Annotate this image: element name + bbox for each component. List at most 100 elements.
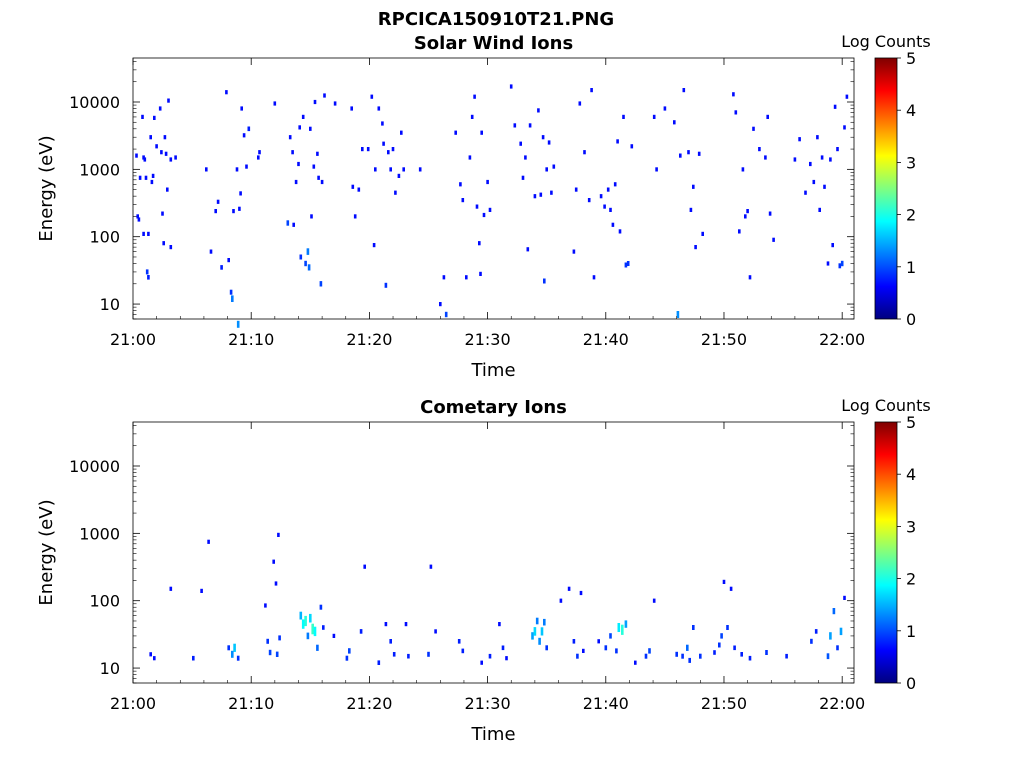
- data-cell: [205, 167, 208, 172]
- data-cell: [389, 639, 392, 644]
- data-cell: [394, 190, 397, 195]
- data-cell: [733, 645, 736, 651]
- x-tick-label: 21:20: [346, 330, 392, 349]
- x-tick-label: 21:10: [228, 330, 274, 349]
- data-cell: [540, 627, 544, 636]
- data-cell: [838, 263, 842, 269]
- data-cell: [229, 289, 233, 295]
- data-cell: [675, 651, 678, 657]
- data-cell: [740, 652, 743, 657]
- data-cell: [361, 147, 364, 152]
- data-cell: [301, 619, 305, 629]
- data-cell: [136, 214, 139, 219]
- data-cell: [381, 121, 384, 126]
- data-cell: [366, 147, 370, 152]
- data-cell: [268, 649, 272, 656]
- x-axis-label: Time: [470, 724, 515, 745]
- data-cell: [648, 648, 651, 654]
- data-cell: [682, 88, 686, 93]
- data-cell: [694, 245, 697, 250]
- data-cell: [454, 130, 457, 135]
- spectrogram-cells: [149, 532, 846, 665]
- data-cell: [843, 595, 846, 600]
- data-cell: [687, 150, 690, 155]
- data-cell: [676, 311, 680, 318]
- data-cell: [479, 271, 482, 276]
- data-cell: [480, 130, 483, 135]
- data-cell: [574, 187, 578, 192]
- data-cell: [294, 179, 298, 185]
- data-cell: [729, 586, 733, 591]
- data-cell: [214, 209, 217, 214]
- data-cell: [312, 164, 316, 169]
- data-cell: [264, 603, 267, 608]
- data-cell: [697, 151, 701, 156]
- data-cell: [397, 173, 401, 178]
- data-cell: [277, 532, 280, 537]
- colorbar-tick-label: 1: [906, 622, 916, 641]
- data-cell: [752, 126, 755, 131]
- data-cell: [820, 155, 824, 160]
- data-cell: [509, 84, 513, 89]
- data-cell: [353, 214, 357, 219]
- data-cell: [231, 650, 234, 658]
- data-cell: [135, 153, 138, 158]
- data-cell: [439, 302, 442, 307]
- data-cell: [150, 179, 154, 185]
- data-cell: [236, 320, 240, 328]
- colorbar-tick-label: 5: [906, 49, 916, 68]
- data-cell: [389, 167, 392, 172]
- data-cell: [840, 260, 844, 267]
- data-cell: [818, 207, 821, 212]
- data-cell: [541, 135, 545, 140]
- x-tick-label: 21:20: [346, 694, 392, 713]
- data-cell: [713, 650, 716, 655]
- data-cell: [273, 101, 277, 106]
- data-cell: [307, 264, 311, 271]
- data-cell: [528, 123, 532, 128]
- data-cell: [153, 656, 156, 661]
- data-cell: [644, 653, 648, 659]
- data-cell: [634, 660, 637, 665]
- data-cell: [814, 629, 818, 634]
- data-cell: [216, 199, 220, 204]
- data-cell: [539, 192, 543, 197]
- data-cell: [377, 660, 381, 665]
- data-cell: [621, 624, 624, 635]
- data-cell: [567, 586, 571, 591]
- data-cell: [613, 182, 617, 187]
- data-cell: [836, 147, 839, 152]
- data-cell: [533, 627, 537, 636]
- data-cell: [468, 155, 472, 160]
- data-cell: [550, 190, 553, 195]
- data-cell: [839, 627, 843, 636]
- colorbar-tick-label: 3: [906, 517, 916, 536]
- data-cell: [400, 130, 403, 135]
- data-cell: [169, 586, 173, 591]
- data-cell: [748, 655, 752, 661]
- data-cell: [137, 217, 141, 222]
- figure-title: RPCICA150910T21.PNG: [378, 9, 614, 30]
- data-cell: [652, 114, 656, 119]
- data-cell: [387, 150, 390, 155]
- data-cell: [843, 125, 846, 130]
- data-cell: [470, 114, 474, 119]
- y-tick-label: 100: [89, 592, 120, 611]
- data-cell: [209, 249, 213, 254]
- data-cell: [475, 204, 479, 209]
- data-cell: [306, 632, 310, 640]
- data-cell: [545, 645, 548, 651]
- data-cell: [319, 604, 323, 610]
- data-cell: [147, 275, 150, 280]
- colorbar-tick-label: 4: [906, 465, 916, 484]
- data-cell: [333, 101, 337, 106]
- data-cell: [533, 194, 537, 199]
- data-cell: [359, 629, 363, 634]
- data-cell: [233, 643, 236, 652]
- data-cell: [310, 214, 313, 219]
- data-cell: [167, 98, 170, 103]
- data-cell: [833, 104, 837, 109]
- data-cell: [699, 653, 702, 659]
- data-cell: [142, 231, 145, 236]
